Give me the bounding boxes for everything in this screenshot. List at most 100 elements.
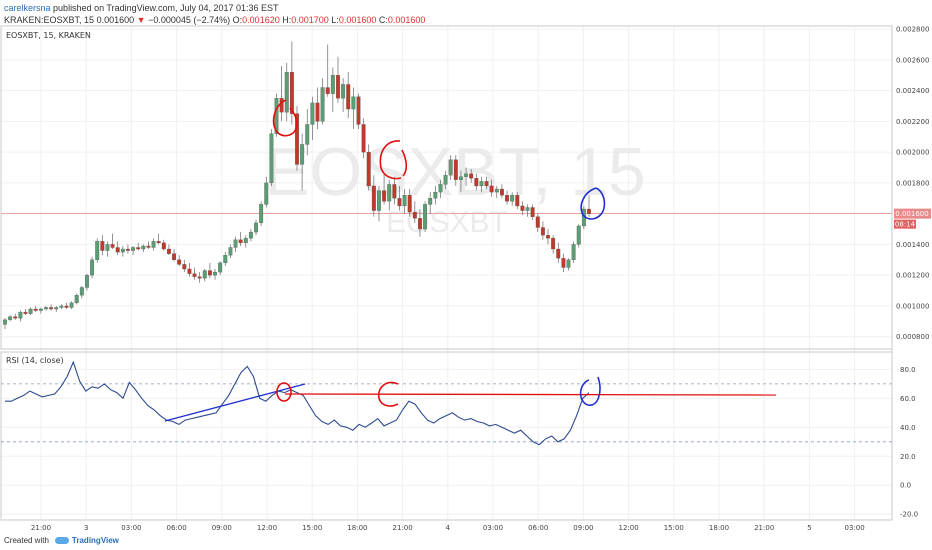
candle[interactable] [520, 201, 525, 216]
candle[interactable] [484, 176, 489, 190]
candle[interactable] [315, 87, 320, 130]
candle[interactable] [197, 272, 202, 283]
candle[interactable] [505, 190, 509, 205]
candle[interactable] [269, 129, 274, 186]
candle[interactable] [571, 241, 576, 263]
candle[interactable] [341, 78, 346, 113]
candle[interactable] [438, 179, 443, 199]
candle[interactable] [479, 176, 484, 193]
candle[interactable] [423, 201, 428, 233]
time-axis[interactable]: 21:00 3 03:00 06:00 09:00 12:00 15:00 18:00 21:0… [31, 524, 865, 532]
candle[interactable] [228, 244, 233, 259]
candle[interactable] [136, 242, 141, 251]
candle[interactable] [49, 304, 54, 311]
candle[interactable] [392, 176, 397, 205]
candle[interactable] [397, 185, 402, 211]
candle[interactable] [407, 189, 412, 217]
candle[interactable] [202, 269, 207, 282]
candle[interactable] [213, 269, 217, 280]
candle[interactable] [458, 170, 463, 193]
candlestick-series[interactable] [3, 41, 591, 330]
candle[interactable] [79, 285, 84, 299]
rsi-axis[interactable]: 80.0 60.0 40.0 20.0 0.0 -20.0 [900, 366, 918, 519]
candle[interactable] [187, 262, 192, 277]
candle[interactable] [85, 273, 89, 291]
candle[interactable] [207, 262, 212, 279]
candle[interactable] [489, 179, 494, 197]
candle[interactable] [433, 185, 438, 205]
candle[interactable] [161, 239, 166, 251]
candle[interactable] [233, 236, 238, 253]
rsi-trendline[interactable] [164, 383, 306, 422]
candle[interactable] [494, 185, 499, 199]
candle[interactable] [151, 238, 156, 251]
candle[interactable] [284, 62, 289, 122]
candle[interactable] [371, 175, 376, 217]
rsi-circle-annotation-1[interactable] [276, 382, 292, 402]
candle[interactable] [74, 293, 79, 305]
main-circle-annotation-1[interactable] [272, 99, 298, 137]
candle[interactable] [310, 96, 315, 140]
candle[interactable] [259, 201, 264, 226]
rsi-pane-legend[interactable]: RSI (14, close) [6, 356, 64, 365]
candle[interactable] [366, 144, 371, 191]
candle[interactable] [177, 255, 182, 266]
user-drawings[interactable] [164, 99, 777, 422]
main-circle-annotation-blue[interactable] [580, 187, 606, 220]
author-name[interactable]: carelkersna [4, 3, 51, 13]
candle[interactable] [525, 204, 530, 217]
candle[interactable] [448, 155, 453, 180]
candle[interactable] [125, 244, 130, 254]
candle[interactable] [587, 195, 591, 217]
candle[interactable] [105, 241, 110, 257]
candle[interactable] [95, 238, 100, 263]
candle[interactable] [23, 309, 28, 316]
candle[interactable] [540, 221, 545, 240]
candle[interactable] [38, 307, 43, 314]
candle[interactable] [499, 184, 504, 199]
candle[interactable] [192, 267, 197, 280]
candle[interactable] [510, 192, 515, 206]
candle[interactable] [254, 219, 258, 236]
rsi-line[interactable] [5, 360, 590, 446]
candle[interactable] [561, 253, 566, 273]
candle[interactable] [120, 245, 125, 257]
candle[interactable] [59, 304, 64, 310]
candle[interactable] [351, 87, 356, 130]
candle[interactable] [218, 261, 223, 276]
candle[interactable] [18, 310, 23, 322]
candle[interactable] [402, 189, 407, 214]
candle[interactable] [115, 241, 120, 256]
tradingview-brand[interactable]: TradingView [71, 536, 119, 545]
candle[interactable] [325, 44, 330, 97]
candle[interactable] [248, 229, 253, 242]
candle[interactable] [146, 241, 151, 250]
candle[interactable] [279, 65, 284, 122]
candle[interactable] [469, 169, 474, 183]
candle[interactable] [453, 155, 458, 186]
candle[interactable] [361, 118, 366, 159]
candle[interactable] [141, 244, 146, 253]
candle[interactable] [295, 105, 299, 171]
candle[interactable] [546, 229, 550, 245]
candle[interactable] [131, 245, 136, 256]
candle[interactable] [166, 244, 171, 256]
candle[interactable] [3, 318, 7, 330]
candle[interactable] [336, 56, 340, 103]
candle[interactable] [90, 256, 95, 279]
candle[interactable] [356, 93, 361, 130]
main-circle-annotation-2[interactable] [379, 140, 408, 180]
candle[interactable] [182, 259, 187, 273]
candle[interactable] [172, 249, 177, 262]
main-pane-legend[interactable]: EOSXBT, 15, KRAKEN [6, 31, 91, 40]
price-axis[interactable]: 0.002800 0.002600 0.002400 0.002200 0.002000… [896, 26, 929, 342]
candle[interactable] [238, 232, 243, 246]
rsi-circle-annotation-2[interactable] [377, 381, 399, 407]
candle[interactable] [412, 201, 417, 223]
rsi-circle-annotation-blue[interactable] [579, 376, 601, 406]
candle[interactable] [44, 305, 48, 311]
rsi-resistance-line[interactable] [284, 393, 777, 396]
candle[interactable] [100, 235, 105, 256]
candle[interactable] [110, 233, 115, 250]
candle[interactable] [551, 235, 556, 254]
